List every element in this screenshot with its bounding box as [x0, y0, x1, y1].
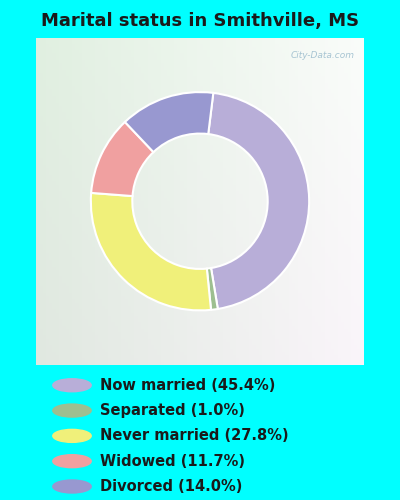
Text: Marital status in Smithville, MS: Marital status in Smithville, MS	[41, 12, 359, 30]
Circle shape	[53, 480, 91, 493]
Text: Separated (1.0%): Separated (1.0%)	[100, 403, 245, 418]
Text: Widowed (11.7%): Widowed (11.7%)	[100, 454, 245, 468]
Wedge shape	[125, 92, 213, 152]
Text: Now married (45.4%): Now married (45.4%)	[100, 378, 275, 393]
Wedge shape	[207, 268, 218, 310]
Text: City-Data.com: City-Data.com	[291, 50, 355, 59]
Circle shape	[53, 379, 91, 392]
Circle shape	[53, 404, 91, 417]
Wedge shape	[208, 93, 309, 309]
Text: Never married (27.8%): Never married (27.8%)	[100, 428, 289, 444]
Wedge shape	[91, 122, 154, 196]
Wedge shape	[91, 193, 211, 310]
Text: Divorced (14.0%): Divorced (14.0%)	[100, 479, 242, 494]
Circle shape	[53, 430, 91, 442]
Circle shape	[53, 454, 91, 468]
